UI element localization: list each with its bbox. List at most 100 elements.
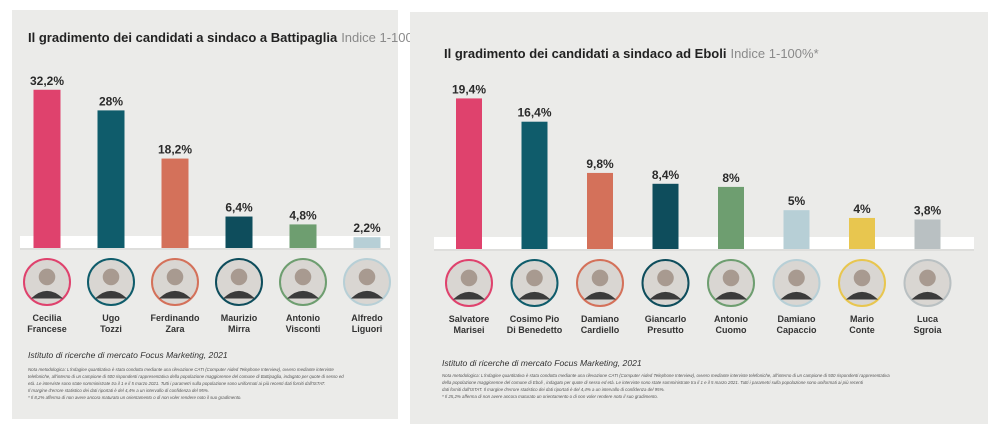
photo-head-3 [166, 268, 184, 286]
candidate-name-7-line-2: Conte [849, 325, 875, 335]
photo-head-6 [788, 269, 805, 287]
photo-head-8 [919, 269, 936, 287]
value-label-3: 18,2% [158, 143, 192, 157]
candidate-name-1-line-1: Salvatore [449, 314, 490, 324]
photo-body-3 [583, 291, 617, 300]
methodology-note: Nota metodologica: L'indagine quantitati… [28, 366, 394, 401]
photo-body-5 [714, 291, 748, 300]
bar-7 [849, 217, 875, 249]
note-line-4: * Il 25,2% afferma di non avere ancora m… [442, 394, 659, 399]
bar-2 [521, 121, 548, 249]
candidate-name-5-line-2: Cuomo [716, 325, 747, 335]
bar-3 [161, 158, 189, 248]
bar-5 [718, 186, 744, 249]
candidate-name-1-line-2: Marisei [453, 325, 484, 335]
photo-head-5 [294, 268, 312, 286]
chart-source: Istituto di ricerche di mercato Focus Ma… [28, 350, 228, 360]
bar-8 [914, 219, 941, 249]
chart-title-text: Il gradimento dei candidati a sindaco a … [28, 30, 338, 45]
photo-body-6 [780, 291, 813, 300]
value-label-1: 32,2% [30, 74, 64, 88]
methodology-note: Nota metodologica: L'indagine quantitati… [442, 372, 982, 400]
candidate-name-1-line-2: Francese [27, 324, 67, 334]
bar-2 [97, 110, 125, 249]
note-line-2: telefoniche, all'interno di un campione … [28, 374, 344, 379]
value-label-3: 9,8% [586, 157, 614, 171]
candidate-name-2-line-1: Ugo [102, 313, 120, 323]
bar-3 [587, 172, 613, 249]
candidate-name-8-line-1: Luca [917, 314, 939, 324]
value-label-5: 4,8% [289, 208, 317, 222]
note-line-1: Nota metodologica: L'indagine quantitati… [442, 373, 890, 378]
bar-1 [456, 98, 482, 250]
candidate-name-3-line-1: Damiano [581, 314, 620, 324]
value-label-4: 6,4% [225, 201, 253, 215]
photo-head-4 [657, 269, 674, 287]
value-label-2: 28% [99, 94, 123, 108]
candidate-name-5-line-1: Antonio [714, 314, 748, 324]
photo-head-2 [102, 268, 120, 286]
eboli-chart-panel: Il gradimento dei candidati a sindaco ad… [410, 12, 988, 424]
candidate-name-4-line-1: Maurizio [221, 313, 258, 323]
note-line-3: dati forniti dall'ISTAT. Il margine d'er… [442, 387, 665, 392]
baseline-strip [20, 236, 390, 248]
bar-1 [33, 89, 61, 248]
candidate-name-2-line-2: Di Benedetto [507, 325, 563, 335]
chart-title-index: Indice 1-100%* [341, 30, 430, 45]
candidate-name-2-line-2: Tozzi [100, 324, 122, 334]
photo-head-4 [230, 268, 248, 286]
photo-head-3 [591, 269, 609, 287]
candidate-name-5-line-1: Antonio [286, 313, 320, 323]
chart-title-text: Il gradimento dei candidati a sindaco ad… [444, 46, 727, 61]
chart-title: Il gradimento dei candidati a sindaco ad… [444, 46, 819, 61]
note-line-4: Il margine d'errore statistico dei dati … [28, 388, 209, 393]
candidate-name-3-line-2: Cardiello [581, 325, 620, 335]
bar-6 [783, 210, 810, 249]
bar-4 [652, 183, 679, 249]
note-line-3: età. Le interviste sono state somministr… [28, 381, 326, 386]
chart-title-index: Indice 1-100%* [730, 46, 819, 61]
photo-body-4 [222, 290, 256, 299]
photo-head-5 [722, 269, 740, 287]
photo-body-8 [911, 291, 944, 300]
photo-body-6 [350, 290, 384, 299]
note-line-1: Nota metodologica: L'indagine quantitati… [28, 367, 334, 372]
bar-4 [225, 216, 253, 248]
photo-body-5 [286, 290, 320, 299]
photo-body-1 [30, 290, 64, 299]
bar-5 [289, 224, 317, 248]
value-label-7: 4% [853, 202, 871, 216]
photo-body-1 [452, 291, 486, 300]
photo-head-1 [38, 268, 56, 286]
candidate-name-5-line-2: Visconti [286, 324, 321, 334]
photo-head-1 [460, 269, 478, 287]
value-label-2: 16,4% [517, 106, 551, 120]
candidate-name-4-line-1: Giancarlo [645, 314, 687, 324]
candidate-name-2-line-1: Cosimo Pio [510, 314, 560, 324]
candidate-name-1-line-1: Cecilia [32, 313, 62, 323]
candidate-name-6-line-2: Capaccio [776, 325, 817, 335]
candidate-name-8-line-2: Sgroia [913, 325, 942, 335]
value-label-6: 2,2% [353, 221, 381, 235]
photo-body-4 [649, 291, 682, 300]
value-label-8: 3,8% [914, 204, 942, 218]
chart-source: Istituto di ricerche di mercato Focus Ma… [442, 358, 642, 368]
candidate-name-6-line-2: Liguori [352, 324, 383, 334]
candidate-name-6-line-1: Damiano [777, 314, 816, 324]
baseline-strip [434, 237, 974, 249]
candidate-name-3-line-2: Zara [165, 324, 185, 334]
value-label-1: 19,4% [452, 82, 486, 96]
note-line-2: della popolazione maggiorenne del comune… [442, 380, 863, 385]
bar-6 [353, 237, 381, 248]
value-label-4: 8,4% [652, 168, 680, 182]
battipaglia-chart-panel: Il gradimento dei candidati a sindaco a … [12, 10, 429, 419]
chart-title: Il gradimento dei candidati a sindaco a … [28, 30, 429, 45]
value-label-5: 8% [722, 171, 740, 185]
candidate-name-7-line-1: Mario [850, 314, 875, 324]
photo-head-6 [358, 268, 376, 286]
photo-head-7 [853, 269, 871, 287]
photo-head-2 [526, 269, 543, 287]
photo-body-3 [158, 290, 192, 299]
photo-body-2 [94, 290, 128, 299]
